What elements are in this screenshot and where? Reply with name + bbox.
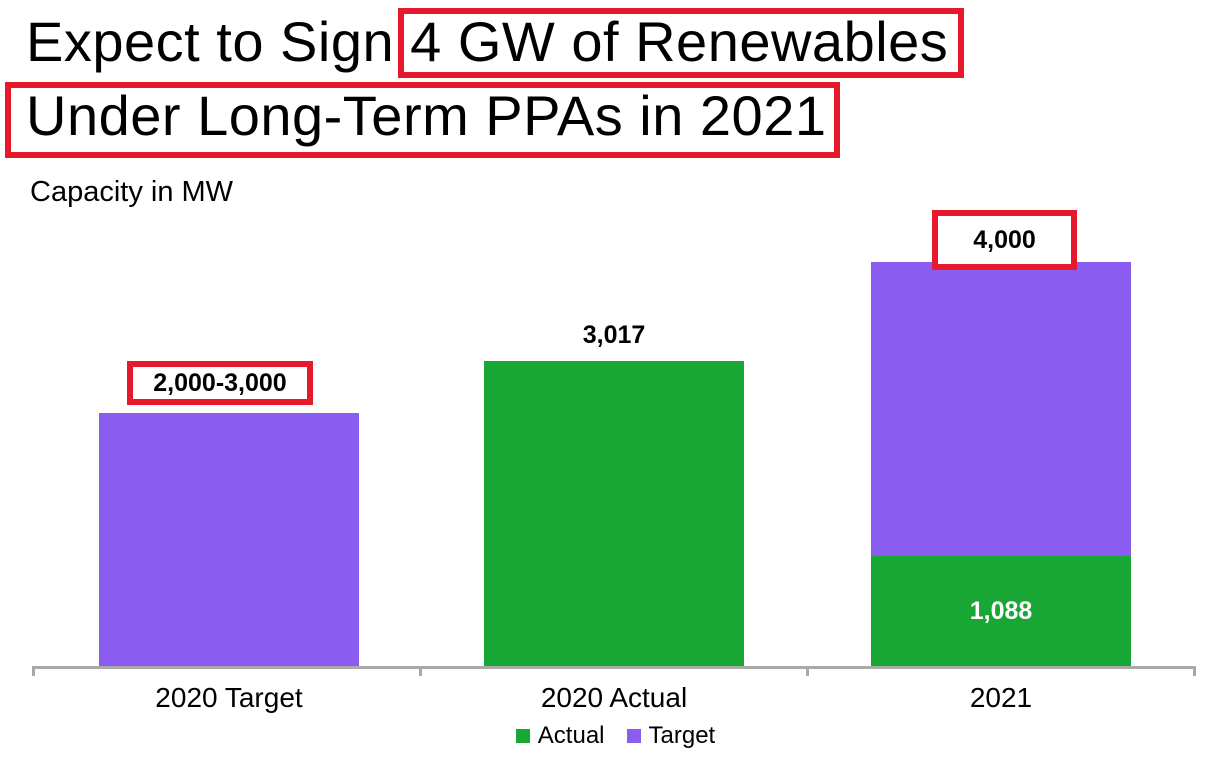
x-axis-label-2020-target: 2020 Target — [155, 682, 303, 713]
bar-value-label-2021: 4,000 — [973, 225, 1036, 254]
x-axis-tick — [806, 666, 809, 676]
legend-swatch-target-icon — [626, 729, 641, 743]
x-axis-tick — [1193, 666, 1196, 676]
bar-value-label-2020-target: 2,000-3,000 — [153, 368, 287, 397]
page-title-line-2: Under Long-Term PPAs in 2021 — [26, 84, 827, 147]
x-axis-tick — [419, 666, 422, 676]
page-title-line-1: Expect to Sign 4 GW of Renewables — [26, 10, 948, 74]
highlight-box-title-ppas — [5, 82, 840, 158]
legend-label-actual: Actual — [537, 722, 605, 749]
bar-2021-actual-segment — [871, 556, 1131, 666]
x-axis-label-2020-actual: 2020 Actual — [540, 682, 688, 713]
highlight-box-2021-value: 4,000 — [932, 210, 1077, 270]
segment-value-label-2021-actual: 1,088 — [969, 597, 1033, 625]
legend-item-target: Target — [626, 722, 716, 750]
legend-swatch-actual-icon — [515, 729, 530, 743]
x-axis-label-2021: 2021 — [969, 682, 1033, 713]
highlight-box-title-gw — [398, 8, 964, 78]
title-prefix: Expect to Sign — [26, 10, 411, 73]
x-axis-line — [32, 666, 1196, 669]
bar-2021-target-segment — [871, 262, 1131, 556]
title-highlighted-text: 4 GW of Renewables — [410, 10, 949, 73]
legend: Actual Target — [0, 721, 1231, 751]
legend-label-target: Target — [648, 722, 716, 749]
legend-item-actual: Actual — [515, 722, 605, 750]
bar-value-label-2020-actual: 3,017 — [582, 321, 646, 349]
bar-2020-actual — [484, 361, 744, 666]
x-axis-tick — [32, 666, 35, 676]
highlight-box-2020-target-value: 2,000-3,000 — [127, 361, 313, 405]
chart-axis-title: Capacity in MW — [30, 176, 234, 208]
bar-2020-target — [99, 413, 359, 666]
